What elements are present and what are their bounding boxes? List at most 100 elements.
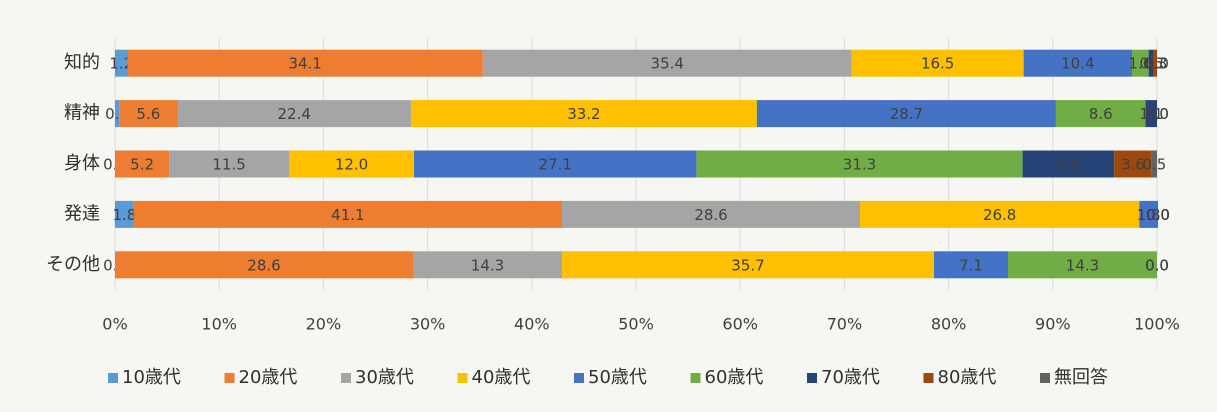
x-tick-label: 80%	[931, 315, 967, 334]
legend-label: 10歳代	[122, 367, 181, 388]
data-label: 7.1	[959, 256, 983, 274]
x-tick-label: 70%	[827, 315, 863, 334]
y-tick-label: その他	[46, 254, 100, 275]
data-label: 0.0	[1145, 105, 1169, 123]
bar-segment	[133, 200, 563, 228]
legend-label: 20歳代	[239, 367, 298, 388]
data-label: 22.4	[278, 105, 311, 123]
bar-segment	[413, 251, 563, 279]
bar-segment	[169, 150, 290, 178]
data-label: 0.0	[1146, 206, 1170, 224]
bar-segment	[177, 100, 411, 128]
data-label: 1.6	[1128, 55, 1152, 73]
legend-label: 30歳代	[355, 367, 414, 388]
bar-segment	[860, 200, 1140, 228]
x-tick-label: 90%	[1035, 315, 1071, 334]
data-label: 1.8	[112, 206, 136, 224]
data-label: 27.1	[539, 156, 572, 174]
bar-segment	[1139, 200, 1159, 228]
legend-swatch	[341, 373, 351, 383]
data-label: 16.5	[921, 55, 954, 73]
bar-segment	[482, 49, 852, 77]
bar-segment	[119, 100, 178, 128]
x-tick-label: 10%	[201, 315, 237, 334]
x-tick-label: 100%	[1134, 315, 1180, 334]
y-tick-label: 知的	[64, 52, 100, 73]
bar-segment	[934, 251, 1008, 279]
x-tick-label: 40%	[514, 315, 550, 334]
data-label: 0.0	[1145, 256, 1169, 274]
legend-swatch	[457, 373, 468, 383]
data-label: 35.7	[731, 256, 764, 274]
data-label: 8.6	[1089, 105, 1113, 123]
data-label: 31.3	[843, 156, 876, 174]
bar-segment	[115, 150, 170, 178]
legend-swatch	[108, 373, 118, 383]
y-tick-label: 精神	[64, 103, 100, 124]
legend-swatch	[690, 373, 701, 383]
data-label: 28.6	[247, 256, 280, 274]
data-label: 0.0	[1145, 256, 1169, 274]
bar-segment	[562, 200, 861, 228]
legend-swatch	[224, 373, 235, 383]
bar-segment	[756, 100, 1056, 128]
x-tick-label: 50%	[618, 315, 654, 334]
data-label: 0.0	[1145, 105, 1169, 123]
x-tick-label: 30%	[410, 315, 446, 334]
data-label: 5.6	[136, 105, 160, 123]
data-label: 14.3	[471, 256, 504, 274]
data-label: 35.4	[651, 55, 684, 73]
bar-segment	[1151, 150, 1157, 178]
data-label: 5.2	[130, 156, 154, 174]
legend-label: 70歳代	[821, 367, 880, 388]
bar-segment	[289, 150, 415, 178]
data-label: 28.7	[890, 105, 923, 123]
bar-segment	[1131, 49, 1149, 77]
data-label: 0.0	[1145, 256, 1169, 274]
data-label: 0.3	[1144, 55, 1168, 73]
data-label: 1.2	[109, 55, 133, 73]
data-label: 34.1	[288, 55, 321, 73]
legend-swatch	[923, 373, 934, 383]
data-label: 1.1	[1139, 105, 1163, 123]
bar-segment	[410, 100, 757, 128]
data-label: 11.5	[212, 156, 245, 174]
bar-segment	[696, 150, 1023, 178]
bar-segment	[1114, 150, 1152, 178]
legend-swatch	[574, 373, 584, 383]
bar-segment	[127, 49, 483, 77]
legend-swatch	[807, 373, 817, 383]
data-label: 0.5	[1139, 55, 1163, 73]
bar-segment	[115, 200, 134, 228]
bar-segment	[115, 251, 414, 279]
data-label: 41.1	[331, 206, 364, 224]
data-label: 0.0	[1145, 55, 1169, 73]
data-label: 3.6	[1121, 156, 1145, 174]
data-label: 0.5	[1142, 156, 1166, 174]
legend-swatch	[1040, 373, 1050, 383]
bar-segment	[115, 100, 120, 128]
x-tick-label: 0%	[102, 315, 127, 334]
y-tick-label: 身体	[64, 153, 100, 174]
bar-segment	[1022, 150, 1115, 178]
legend-label: 無回答	[1054, 367, 1108, 388]
legend-label: 80歳代	[938, 367, 997, 388]
data-label: 0.0	[1146, 206, 1170, 224]
bar-segment	[1055, 100, 1146, 128]
bar-segment	[1153, 49, 1157, 77]
data-label: 1.8	[1137, 206, 1161, 224]
data-label: 26.8	[983, 206, 1016, 224]
data-label: 12.0	[335, 156, 368, 174]
bar-segment	[1145, 100, 1157, 128]
bar-segment	[115, 49, 128, 77]
bar-segment	[1148, 49, 1154, 77]
data-label: 14.3	[1066, 256, 1099, 274]
x-tick-label: 20%	[306, 315, 342, 334]
data-label: 10.4	[1061, 55, 1094, 73]
legend-label: 60歳代	[705, 367, 764, 388]
bar-segment	[562, 251, 935, 279]
y-tick-label: 発達	[64, 203, 100, 224]
bar-segment	[1023, 49, 1132, 77]
